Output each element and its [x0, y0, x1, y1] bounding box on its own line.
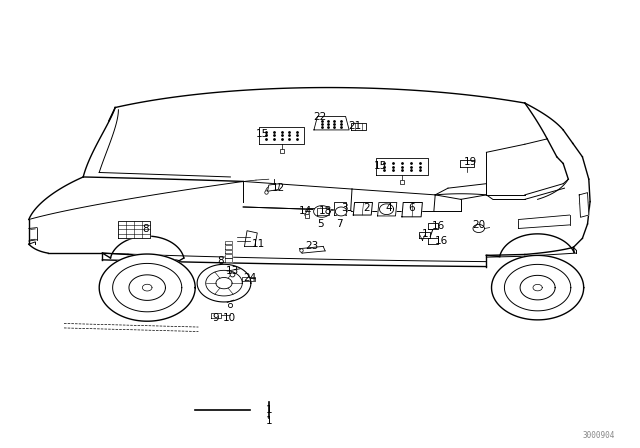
Text: 15: 15 — [374, 161, 387, 171]
Polygon shape — [268, 184, 280, 191]
Polygon shape — [334, 202, 346, 215]
Polygon shape — [314, 116, 349, 130]
Text: 8: 8 — [143, 224, 149, 234]
Text: 17: 17 — [422, 229, 435, 239]
Polygon shape — [428, 223, 438, 229]
Text: 18: 18 — [319, 207, 332, 216]
Polygon shape — [492, 255, 584, 320]
Text: 16: 16 — [432, 221, 445, 231]
Polygon shape — [244, 231, 257, 246]
Polygon shape — [314, 206, 330, 217]
Polygon shape — [351, 123, 366, 130]
Text: 13: 13 — [226, 266, 239, 276]
Polygon shape — [225, 245, 232, 249]
Text: 22: 22 — [314, 112, 326, 122]
Polygon shape — [197, 264, 251, 302]
Polygon shape — [380, 204, 394, 215]
Polygon shape — [118, 221, 150, 238]
Polygon shape — [402, 202, 422, 217]
Text: 10: 10 — [223, 313, 236, 323]
Text: 24: 24 — [243, 273, 256, 283]
Polygon shape — [225, 254, 232, 258]
Text: 3000904: 3000904 — [582, 431, 614, 440]
Text: 3: 3 — [341, 203, 348, 213]
Polygon shape — [225, 241, 232, 244]
Text: 1: 1 — [266, 416, 272, 426]
Text: 6: 6 — [408, 203, 415, 213]
Text: 9: 9 — [212, 313, 219, 323]
Text: 20: 20 — [472, 220, 485, 230]
Text: 12: 12 — [272, 183, 285, 193]
Text: 23: 23 — [306, 241, 319, 251]
Polygon shape — [317, 208, 329, 215]
Polygon shape — [99, 254, 195, 321]
Polygon shape — [211, 313, 221, 318]
Polygon shape — [460, 160, 474, 167]
Text: 8: 8 — [218, 256, 224, 266]
Text: 7: 7 — [336, 219, 342, 229]
Text: 14: 14 — [300, 207, 312, 216]
Polygon shape — [242, 277, 255, 281]
Polygon shape — [419, 232, 430, 238]
Polygon shape — [376, 158, 428, 175]
Text: 5: 5 — [317, 219, 323, 229]
Text: 21: 21 — [349, 121, 362, 131]
Text: 2: 2 — [363, 203, 369, 213]
Polygon shape — [428, 238, 438, 244]
Polygon shape — [225, 250, 232, 253]
Text: 16: 16 — [435, 236, 448, 246]
Text: 4: 4 — [386, 203, 392, 213]
Polygon shape — [353, 202, 372, 215]
Polygon shape — [579, 193, 589, 217]
Polygon shape — [225, 258, 232, 262]
Text: 1: 1 — [266, 405, 272, 415]
Text: 11: 11 — [252, 239, 265, 249]
Polygon shape — [473, 224, 484, 233]
Polygon shape — [378, 202, 397, 216]
Text: 15: 15 — [256, 129, 269, 139]
Polygon shape — [335, 207, 347, 216]
Polygon shape — [259, 127, 304, 144]
Text: 19: 19 — [464, 157, 477, 167]
